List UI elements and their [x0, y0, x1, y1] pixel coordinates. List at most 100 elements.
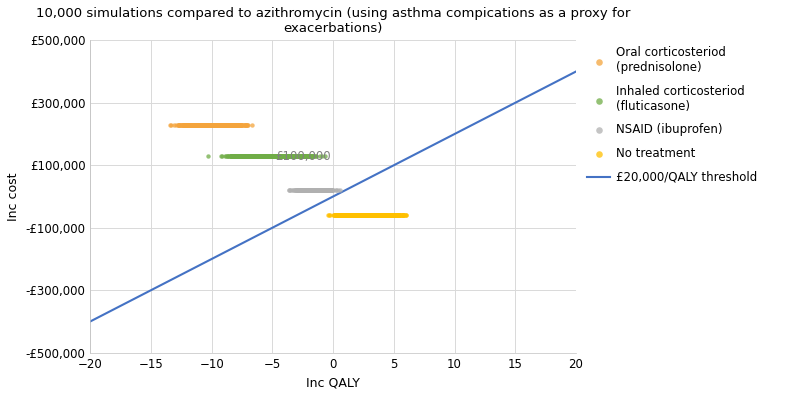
Inhaled corticosteriod
(fluticasone)	[266, 153, 279, 159]
No treatment	[358, 212, 370, 218]
Inhaled corticosteriod
(fluticasone)	[259, 153, 272, 159]
Oral corticosteriod
(prednisolone)	[211, 122, 224, 128]
Inhaled corticosteriod
(fluticasone)	[255, 153, 268, 159]
Inhaled corticosteriod
(fluticasone)	[278, 153, 291, 159]
No treatment	[362, 212, 375, 218]
No treatment	[357, 212, 370, 218]
Inhaled corticosteriod
(fluticasone)	[294, 153, 307, 159]
No treatment	[349, 212, 362, 218]
No treatment	[359, 212, 372, 218]
No treatment	[384, 212, 397, 218]
Inhaled corticosteriod
(fluticasone)	[280, 153, 293, 159]
Inhaled corticosteriod
(fluticasone)	[294, 153, 307, 159]
NSAID (ibuprofen)	[320, 187, 333, 193]
NSAID (ibuprofen)	[319, 187, 332, 193]
No treatment	[376, 212, 389, 218]
No treatment	[381, 212, 394, 218]
No treatment	[338, 212, 351, 218]
No treatment	[350, 212, 362, 218]
No treatment	[381, 212, 394, 218]
Oral corticosteriod
(prednisolone)	[218, 122, 230, 128]
Oral corticosteriod
(prednisolone)	[202, 122, 214, 128]
No treatment	[349, 212, 362, 218]
Inhaled corticosteriod
(fluticasone)	[262, 153, 275, 159]
Inhaled corticosteriod
(fluticasone)	[270, 153, 283, 159]
Inhaled corticosteriod
(fluticasone)	[270, 153, 283, 159]
Oral corticosteriod
(prednisolone)	[181, 122, 194, 128]
No treatment	[364, 212, 377, 218]
No treatment	[379, 212, 392, 218]
No treatment	[367, 212, 380, 218]
Inhaled corticosteriod
(fluticasone)	[282, 153, 294, 159]
No treatment	[350, 212, 363, 218]
Inhaled corticosteriod
(fluticasone)	[281, 153, 294, 159]
Inhaled corticosteriod
(fluticasone)	[262, 153, 275, 159]
No treatment	[359, 212, 372, 218]
Inhaled corticosteriod
(fluticasone)	[265, 153, 278, 159]
Oral corticosteriod
(prednisolone)	[190, 122, 203, 128]
No treatment	[362, 212, 374, 218]
No treatment	[358, 212, 370, 218]
NSAID (ibuprofen)	[306, 187, 319, 193]
No treatment	[358, 212, 371, 218]
Inhaled corticosteriod
(fluticasone)	[282, 153, 295, 159]
Inhaled corticosteriod
(fluticasone)	[265, 153, 278, 159]
No treatment	[373, 212, 386, 218]
No treatment	[357, 212, 370, 218]
NSAID (ibuprofen)	[308, 187, 321, 193]
No treatment	[374, 212, 387, 218]
NSAID (ibuprofen)	[315, 187, 328, 193]
No treatment	[336, 212, 349, 218]
Inhaled corticosteriod
(fluticasone)	[255, 153, 268, 159]
Inhaled corticosteriod
(fluticasone)	[252, 153, 265, 159]
Inhaled corticosteriod
(fluticasone)	[253, 153, 266, 159]
Inhaled corticosteriod
(fluticasone)	[266, 153, 279, 159]
Inhaled corticosteriod
(fluticasone)	[284, 153, 297, 159]
No treatment	[358, 212, 370, 218]
Inhaled corticosteriod
(fluticasone)	[250, 153, 262, 159]
Oral corticosteriod
(prednisolone)	[216, 122, 229, 128]
No treatment	[342, 212, 355, 218]
Inhaled corticosteriod
(fluticasone)	[260, 153, 273, 159]
No treatment	[355, 212, 368, 218]
NSAID (ibuprofen)	[302, 187, 314, 193]
No treatment	[358, 212, 371, 218]
Inhaled corticosteriod
(fluticasone)	[262, 153, 275, 159]
No treatment	[363, 212, 376, 218]
Inhaled corticosteriod
(fluticasone)	[269, 153, 282, 159]
Inhaled corticosteriod
(fluticasone)	[273, 153, 286, 159]
No treatment	[366, 212, 378, 218]
Inhaled corticosteriod
(fluticasone)	[279, 153, 292, 159]
NSAID (ibuprofen)	[309, 187, 322, 193]
No treatment	[372, 212, 385, 218]
No treatment	[364, 212, 377, 218]
No treatment	[364, 212, 377, 218]
Inhaled corticosteriod
(fluticasone)	[265, 153, 278, 159]
Inhaled corticosteriod
(fluticasone)	[276, 153, 289, 159]
No treatment	[378, 212, 391, 218]
Inhaled corticosteriod
(fluticasone)	[288, 153, 301, 159]
Inhaled corticosteriod
(fluticasone)	[258, 153, 270, 159]
No treatment	[370, 212, 383, 218]
Inhaled corticosteriod
(fluticasone)	[289, 153, 302, 159]
Inhaled corticosteriod
(fluticasone)	[250, 153, 262, 159]
Inhaled corticosteriod
(fluticasone)	[279, 153, 292, 159]
No treatment	[355, 212, 368, 218]
No treatment	[352, 212, 365, 218]
Inhaled corticosteriod
(fluticasone)	[262, 153, 274, 159]
No treatment	[360, 212, 373, 218]
Inhaled corticosteriod
(fluticasone)	[286, 153, 299, 159]
Inhaled corticosteriod
(fluticasone)	[259, 153, 272, 159]
No treatment	[370, 212, 383, 218]
No treatment	[366, 212, 378, 218]
No treatment	[361, 212, 374, 218]
Inhaled corticosteriod
(fluticasone)	[258, 153, 270, 159]
Inhaled corticosteriod
(fluticasone)	[285, 153, 298, 159]
No treatment	[329, 212, 342, 218]
No treatment	[370, 212, 382, 218]
No treatment	[366, 212, 378, 218]
Inhaled corticosteriod
(fluticasone)	[262, 153, 275, 159]
NSAID (ibuprofen)	[306, 187, 319, 193]
No treatment	[362, 212, 375, 218]
No treatment	[339, 212, 352, 218]
